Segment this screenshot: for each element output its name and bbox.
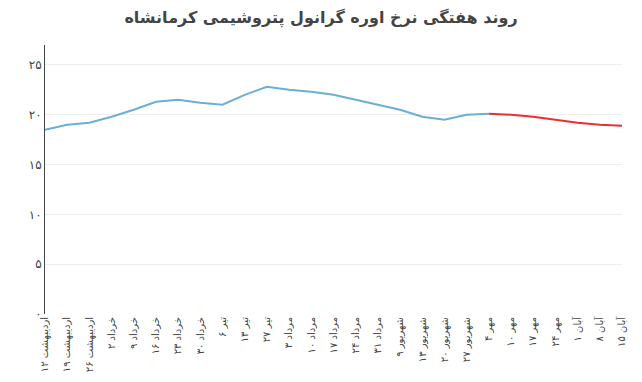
svg-text:۳۱ مرداد: ۳۱ مرداد xyxy=(372,317,383,353)
svg-text:۱۷ مرداد: ۱۷ مرداد xyxy=(328,317,339,353)
svg-text:۲۷ شهریور: ۲۷ شهریور xyxy=(461,317,473,362)
svg-text:۳ مرداد: ۳ مرداد xyxy=(283,317,294,348)
svg-text:۱ آبان: ۱ آبان xyxy=(571,316,583,342)
svg-text:۱۵: ۱۵ xyxy=(29,158,42,172)
svg-text:۱۰ مهر: ۱۰ مهر xyxy=(505,317,517,346)
svg-text:۰: ۰ xyxy=(35,307,41,321)
svg-text:۹ خرداد: ۹ خرداد xyxy=(128,317,139,349)
svg-text:۱۳ تیر: ۱۳ تیر xyxy=(239,317,250,342)
svg-text:روند هفتگی نرخ اوره گرانول پتر: روند هفتگی نرخ اوره گرانول پتروشیمی کرما… xyxy=(124,8,517,28)
svg-text:۶ تیر: ۶ تیر xyxy=(217,317,228,337)
svg-text:۱۹ اردیبهشت: ۱۹ اردیبهشت xyxy=(61,317,73,372)
svg-text:۳۰ خرداد: ۳۰ خرداد xyxy=(195,317,206,354)
svg-text:۲ خرداد: ۲ خرداد xyxy=(106,317,117,349)
svg-text:۸ آبان: ۸ آبان xyxy=(593,316,605,342)
svg-text:۱۳ شهریور: ۱۳ شهریور xyxy=(417,317,429,362)
svg-text:۲۴ مرداد: ۲۴ مرداد xyxy=(350,317,361,353)
svg-text:۲۴ مهر: ۲۴ مهر xyxy=(550,317,562,346)
svg-text:۱۷ مهر: ۱۷ مهر xyxy=(527,317,539,346)
svg-text:۱۲ اردیبهشت: ۱۲ اردیبهشت xyxy=(39,317,51,372)
svg-text:۵: ۵ xyxy=(35,257,41,271)
svg-text:۱۰: ۱۰ xyxy=(29,208,42,222)
svg-text:۲۰: ۲۰ xyxy=(29,108,42,122)
svg-text:۲۵: ۲۵ xyxy=(29,58,42,72)
svg-text:۴ مهر: ۴ مهر xyxy=(483,317,495,341)
svg-text:۱۰ مرداد: ۱۰ مرداد xyxy=(306,317,317,353)
svg-text:۲۰ شهریور: ۲۰ شهریور xyxy=(439,317,451,362)
svg-text:۱۵ آبان: ۱۵ آبان xyxy=(615,316,627,347)
svg-text:۲۳ خرداد: ۲۳ خرداد xyxy=(172,317,183,354)
svg-text:۱۶ خرداد: ۱۶ خرداد xyxy=(150,317,161,354)
svg-text:۲۶ اردیبهشت: ۲۶ اردیبهشت xyxy=(84,317,96,372)
svg-text:۲۷ تیر: ۲۷ تیر xyxy=(261,317,272,342)
svg-text:۹ شهریور: ۹ شهریور xyxy=(394,317,406,357)
